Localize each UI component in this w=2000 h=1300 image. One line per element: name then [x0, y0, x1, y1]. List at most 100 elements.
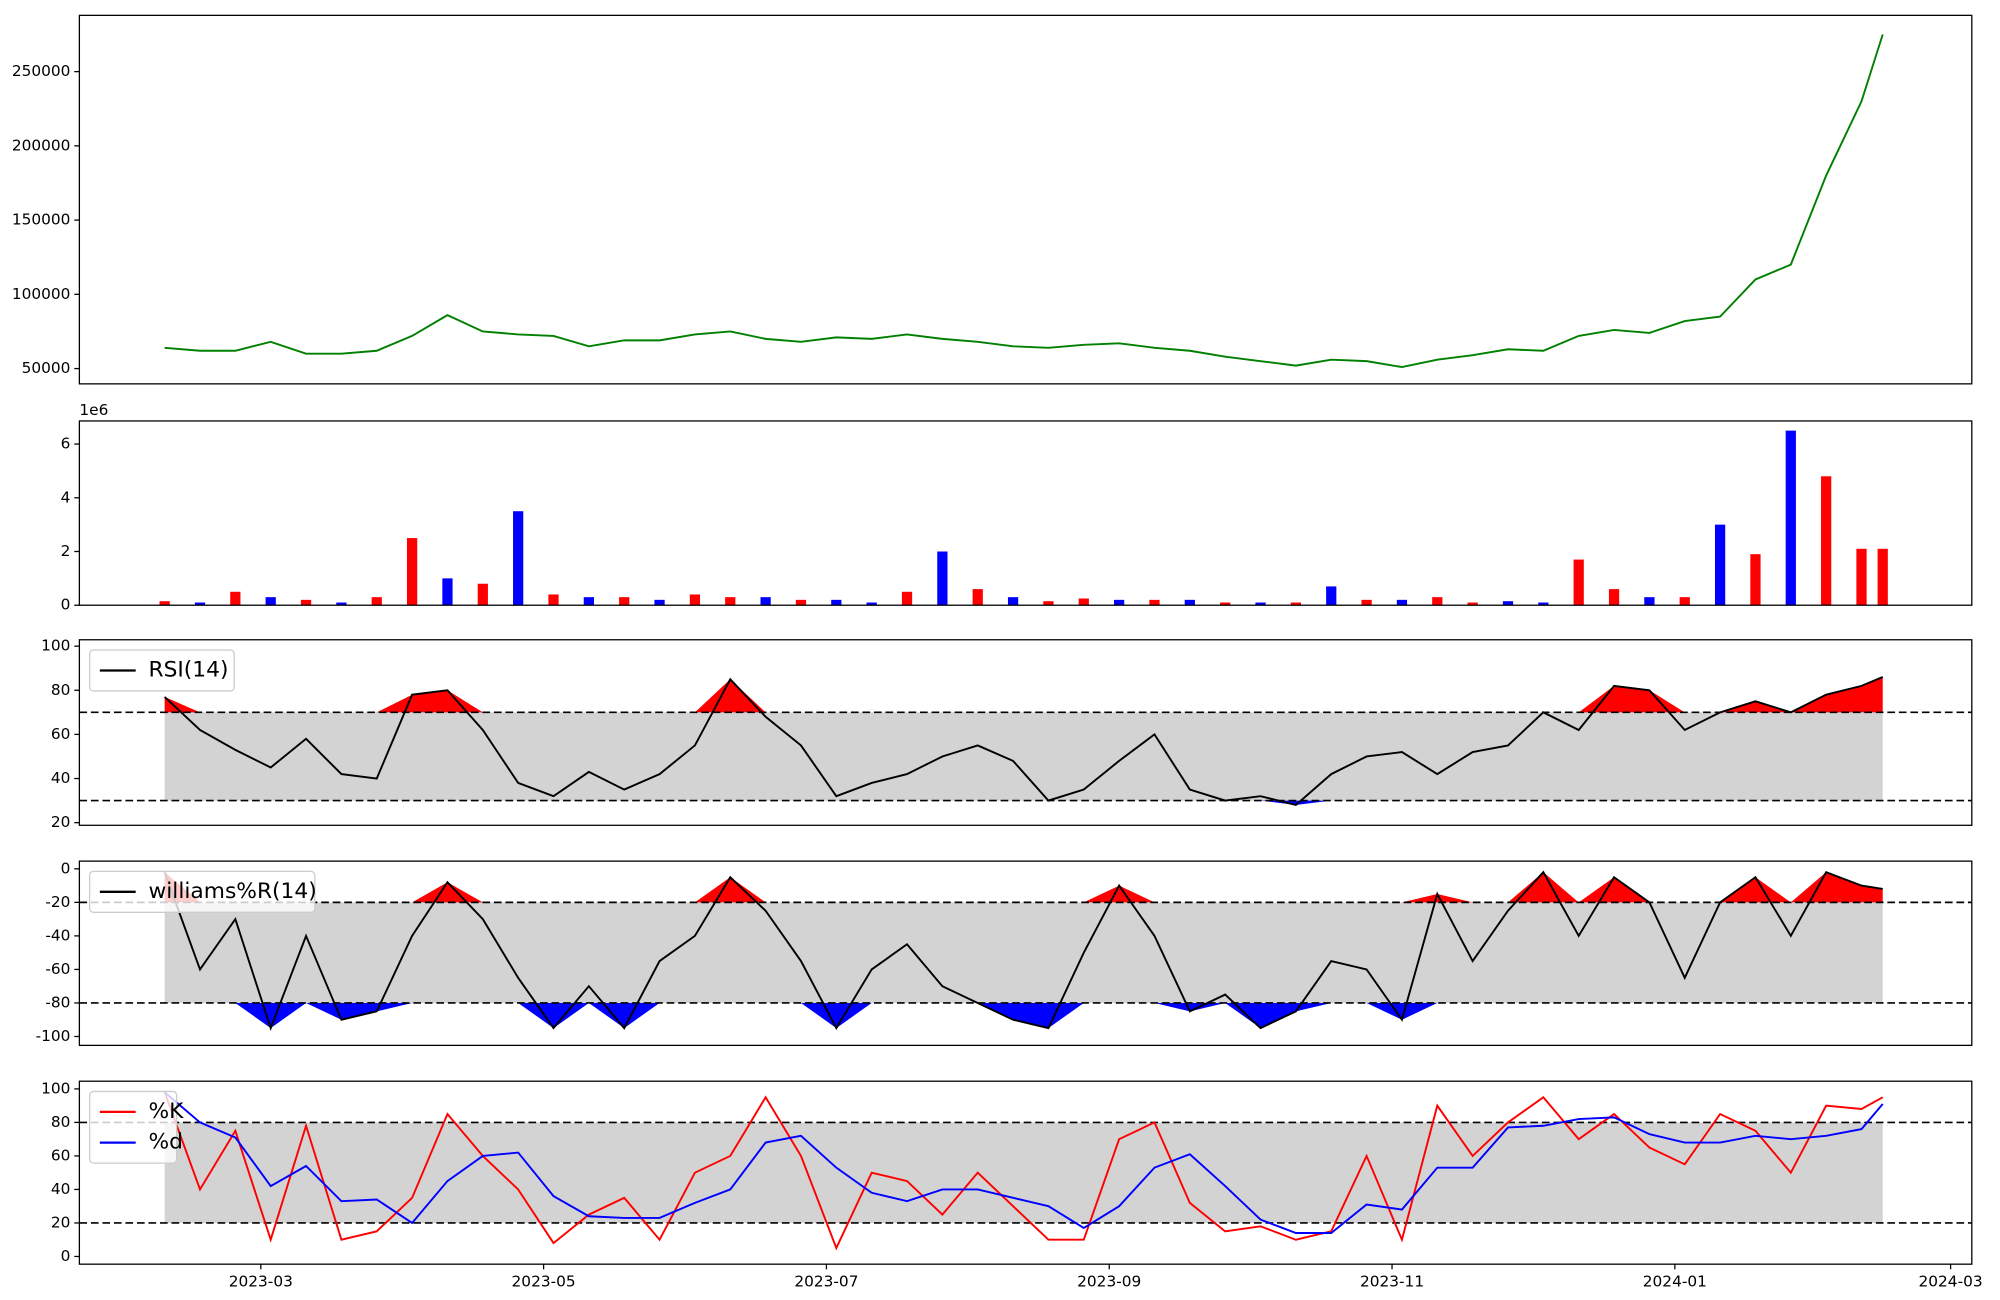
legend-box	[88, 649, 235, 692]
volume-bar	[1750, 554, 1761, 606]
y-tick-label: 50000	[22, 359, 71, 377]
volume-bar	[1043, 601, 1054, 606]
y-tick-label: 60	[51, 1146, 71, 1164]
volume-bar	[1714, 524, 1726, 606]
volume-bar	[1114, 599, 1125, 606]
volume-bar	[972, 589, 983, 606]
x-tick-label: 2024-03	[1919, 1273, 1983, 1291]
legend-label: RSI(14)	[148, 657, 228, 682]
volume-bar	[1502, 601, 1514, 606]
y-tick-label: -40	[45, 926, 70, 944]
volume-bar	[230, 591, 241, 606]
volume-bar	[1220, 602, 1231, 606]
x-tick-label: 2023-03	[229, 1273, 293, 1291]
volume-bar	[1149, 599, 1160, 606]
y-tick-label: -80	[45, 993, 70, 1011]
volume-bar	[937, 551, 948, 606]
volume-bar	[1255, 602, 1266, 606]
volume-bar	[1078, 598, 1089, 606]
volume-bar	[1785, 430, 1796, 606]
volume-bar	[831, 599, 842, 606]
volume-bar	[1007, 597, 1019, 606]
y-tick-label: 20	[51, 813, 71, 831]
series-line	[163, 870, 1883, 1031]
volume-bar	[619, 597, 630, 606]
y-tick-label: 40	[51, 769, 71, 787]
y-tick-label: 4	[61, 488, 71, 506]
volume-bar	[1432, 597, 1443, 606]
neutral-band	[164, 1122, 1883, 1223]
volume-bar	[901, 591, 913, 606]
volume-bar	[795, 599, 807, 606]
y-tick-label: 60	[51, 725, 71, 743]
volume-bar	[1644, 597, 1655, 606]
neutral-band	[164, 902, 1883, 1003]
volume-bar	[1326, 586, 1337, 606]
y-tick-label: -100	[36, 1027, 71, 1045]
x-tick-label: 2024-01	[1643, 1273, 1707, 1291]
volume-bar	[1290, 602, 1302, 606]
axis-offset: 1e6	[79, 401, 108, 419]
volume-bar	[194, 602, 206, 606]
volume-bar	[1877, 548, 1888, 606]
panel-frame	[78, 420, 1973, 606]
volume-bar	[654, 599, 665, 606]
panel-frame	[78, 14, 1973, 385]
y-tick-label: 100000	[12, 285, 71, 303]
volume-bar	[406, 538, 418, 606]
volume-bar	[689, 594, 701, 606]
panel-frame	[78, 639, 1973, 826]
volume-bar	[1538, 602, 1549, 606]
panel-frame	[78, 1080, 1973, 1265]
volume-bar	[1573, 559, 1584, 606]
overbought-fill	[164, 677, 1883, 713]
legend-box	[88, 870, 316, 913]
volume-bar	[1821, 476, 1832, 606]
volume-bar	[1361, 599, 1372, 606]
volume-bar	[1396, 599, 1408, 606]
volume-bar	[866, 602, 877, 606]
neutral-band	[164, 712, 1883, 801]
y-tick-label: 0	[61, 596, 71, 614]
volume-bar	[760, 597, 771, 606]
y-tick-label: 20	[51, 1213, 71, 1231]
y-tick-label: -20	[45, 893, 70, 911]
series-line	[163, 676, 1884, 807]
legend-label: %K	[148, 1099, 184, 1124]
panel-frame	[78, 860, 1973, 1047]
volume-bar	[1856, 548, 1867, 606]
y-tick-label: 100	[41, 1079, 70, 1097]
volume-bar	[442, 578, 453, 606]
volume-bar	[725, 597, 736, 606]
y-tick-label: 2	[61, 542, 71, 560]
volume-bar	[548, 594, 559, 606]
legend-label: %d	[148, 1130, 182, 1155]
volume-bar	[477, 583, 488, 606]
volume-bar	[513, 511, 524, 606]
volume-bar	[371, 597, 382, 606]
volume-bar	[583, 597, 594, 606]
y-tick-label: 0	[61, 1247, 71, 1265]
x-tick-label: 2023-05	[512, 1273, 576, 1291]
volume-bar	[1608, 589, 1620, 606]
y-tick-label: 200000	[12, 136, 71, 154]
volume-bar	[300, 599, 312, 606]
legend-label: williams%R(14)	[148, 879, 316, 904]
volume-bar	[1679, 597, 1690, 606]
volume-bar	[336, 602, 347, 606]
series-line	[164, 1091, 1884, 1234]
y-tick-label: 80	[51, 1113, 71, 1131]
oversold-fill	[164, 1002, 1883, 1029]
volume-bar	[1467, 602, 1478, 606]
x-tick-label: 2023-09	[1077, 1273, 1141, 1291]
y-tick-label: 150000	[12, 211, 71, 229]
y-tick-label: 250000	[12, 62, 71, 80]
volume-bar	[265, 597, 276, 606]
y-tick-label: -60	[45, 960, 70, 978]
y-tick-label: 40	[51, 1180, 71, 1198]
x-tick-label: 2023-07	[794, 1273, 858, 1291]
y-tick-label: 6	[61, 435, 71, 453]
y-tick-label: 0	[61, 859, 71, 877]
y-tick-label: 100	[41, 637, 70, 655]
